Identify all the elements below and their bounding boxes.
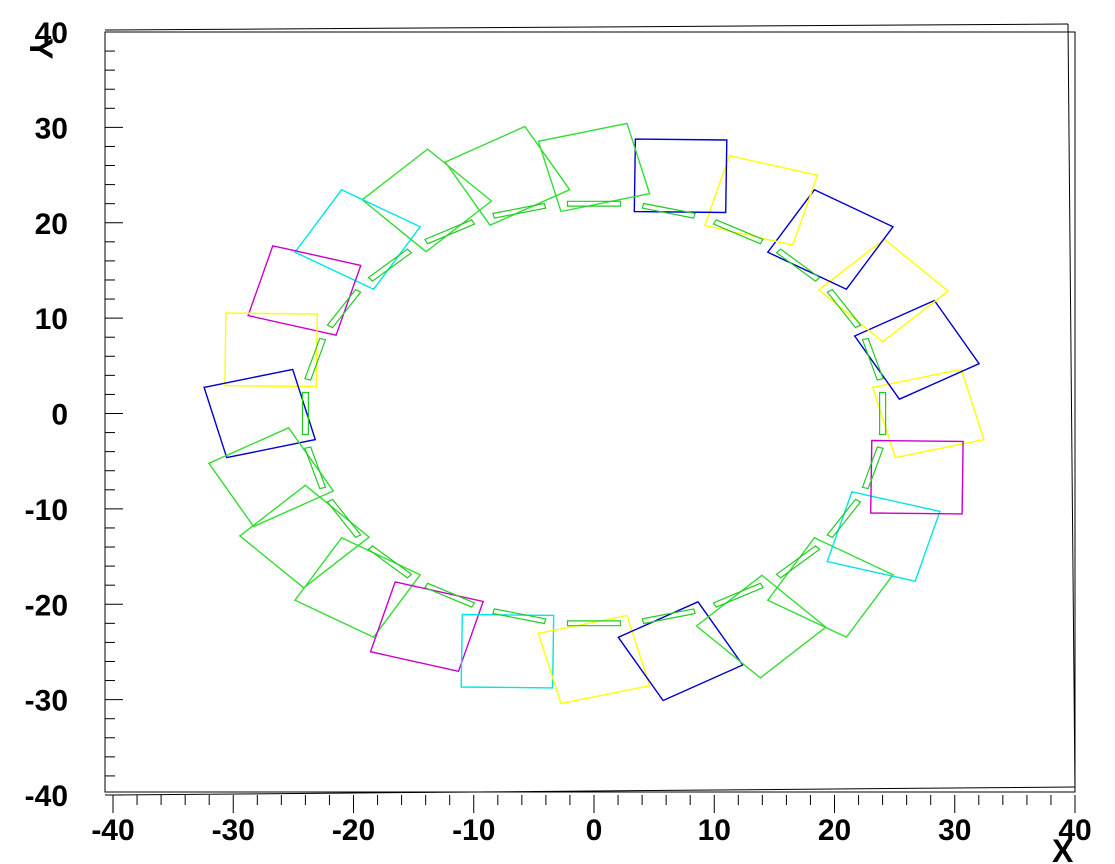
ring-module bbox=[853, 299, 981, 401]
frame-bottom-inner-line bbox=[112, 786, 1076, 796]
ring-module bbox=[826, 490, 941, 583]
ring-module bbox=[766, 188, 895, 291]
ring-modules bbox=[203, 122, 985, 705]
ring-module bbox=[817, 238, 950, 343]
ring-module bbox=[207, 426, 335, 528]
ring-module bbox=[247, 244, 362, 337]
sensor-stave bbox=[367, 248, 413, 282]
ring-module bbox=[224, 312, 319, 388]
x-tick-label: -40 bbox=[91, 814, 134, 847]
ring-module bbox=[869, 439, 964, 515]
x-tick-label: 40 bbox=[1058, 814, 1091, 847]
y-axis-tick-labels: -40 -30 -20 -10 0 10 20 30 40 bbox=[25, 17, 68, 813]
y-tick-label: 20 bbox=[35, 208, 68, 241]
x-tick-label: 30 bbox=[938, 814, 971, 847]
sensor-stave bbox=[775, 248, 821, 282]
y-tick-label: 10 bbox=[35, 303, 68, 336]
ring-module bbox=[703, 154, 819, 246]
sensor-stave bbox=[566, 620, 622, 627]
ring-sensors bbox=[301, 200, 887, 627]
sensor-stave bbox=[712, 582, 765, 608]
sensor-stave bbox=[641, 202, 696, 219]
ring-module bbox=[537, 614, 651, 705]
sensor-stave bbox=[304, 446, 327, 490]
y-tick-label: 30 bbox=[35, 112, 68, 145]
plot-frame bbox=[104, 23, 1076, 796]
x-tick-label: 10 bbox=[698, 814, 731, 847]
y-tick-label: -30 bbox=[25, 685, 68, 718]
sensor-stave bbox=[566, 200, 622, 207]
sensor-stave bbox=[861, 446, 884, 490]
sensor-stave bbox=[492, 608, 547, 625]
sensor-stave bbox=[878, 391, 887, 436]
sensor-stave bbox=[492, 202, 547, 219]
frame-right-inner-line bbox=[1067, 23, 1076, 793]
x-tick-label: -30 bbox=[212, 814, 255, 847]
frame-top-inner-line bbox=[104, 23, 1069, 31]
x-axis-ticks bbox=[112, 795, 1076, 813]
plot-area-border bbox=[104, 31, 1076, 793]
ring-module bbox=[238, 484, 371, 589]
sensor-stave bbox=[712, 219, 765, 245]
sensor-stave bbox=[326, 498, 362, 539]
y-tick-label: 40 bbox=[35, 17, 68, 50]
y-tick-label: 0 bbox=[51, 399, 68, 432]
ring-module bbox=[369, 581, 485, 673]
sensor-stave bbox=[826, 498, 862, 539]
ring-module bbox=[537, 122, 651, 213]
y-axis-ticks bbox=[105, 31, 123, 796]
sensor-stave bbox=[423, 219, 476, 245]
sensor-stave bbox=[861, 337, 884, 381]
y-tick-label: -40 bbox=[25, 780, 68, 813]
sensor-stave bbox=[367, 545, 413, 579]
sensor-stave bbox=[641, 608, 696, 625]
x-tick-label: 0 bbox=[586, 814, 603, 847]
sensor-stave bbox=[423, 582, 476, 608]
y-tick-label: -10 bbox=[25, 494, 68, 527]
sensor-stave bbox=[301, 391, 309, 436]
ring-module bbox=[871, 368, 985, 459]
x-axis-tick-labels: -40 -30 -20 -10 0 10 20 30 40 bbox=[91, 814, 1091, 847]
sensor-stave bbox=[326, 288, 362, 329]
x-tick-label: 20 bbox=[818, 814, 851, 847]
x-tick-label: -10 bbox=[452, 814, 495, 847]
sensor-stave bbox=[775, 545, 821, 579]
sensor-stave bbox=[826, 288, 862, 329]
ring-module bbox=[203, 368, 317, 459]
x-tick-label: -20 bbox=[332, 814, 375, 847]
y-axis-title: Y bbox=[23, 38, 59, 59]
sensor-stave bbox=[304, 337, 327, 381]
y-tick-label: -20 bbox=[25, 589, 68, 622]
x-axis-title: X bbox=[1052, 833, 1074, 864]
ring-module bbox=[293, 536, 422, 639]
